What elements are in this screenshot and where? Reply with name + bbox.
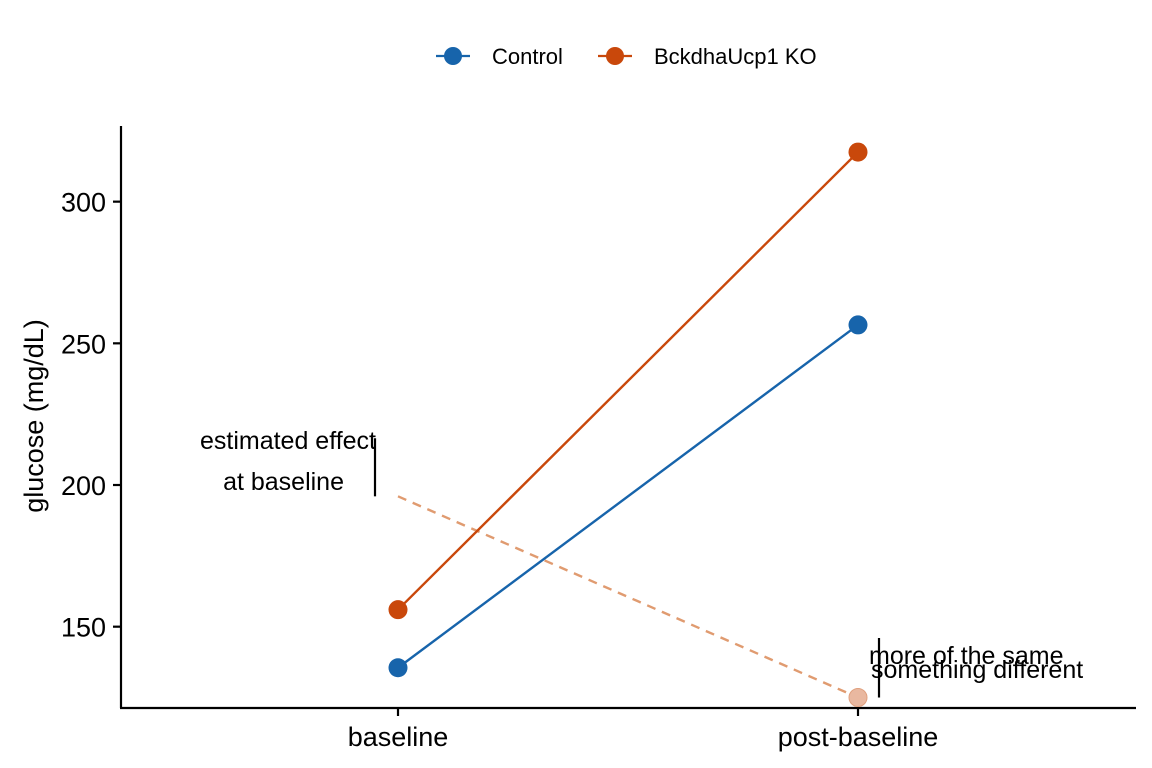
y-tick-label: 150 [61,613,106,643]
point-control-post-baseline [848,315,868,335]
series-line-control [397,323,859,669]
point-ko-baseline [388,600,408,620]
x-tick-label: baseline [348,722,449,752]
counterfactual-layer [397,495,868,708]
counterfactual-line [397,495,859,699]
legend-label-ko: BckdhaUcp1 KO [654,44,817,69]
annotation-more-of-the-same: more of the same [869,642,1064,670]
annotation-something-different: something different [871,656,1083,684]
x-tick-label: post-baseline [778,722,939,752]
counterfactual-point [848,688,868,708]
point-control-baseline [388,658,408,678]
legend-item-ko: BckdhaUcp1 KO [598,44,817,69]
x-ticks: baseline post-baseline [348,708,939,752]
point-ko-post-baseline [848,142,868,162]
legend: Control BckdhaUcp1 KO [436,44,817,69]
annotation-baseline-line-2: at baseline [223,468,344,496]
legend-marker-control [444,47,462,65]
y-axis-title: glucose (mg/dL) [19,319,49,513]
legend-marker-ko [606,47,624,65]
series-line-ko [397,151,859,611]
legend-label-control: Control [492,44,563,69]
y-tick-label: 200 [61,471,106,501]
annotation-layer: estimated effect at baseline more of the… [200,427,1083,698]
series-layer [388,142,868,678]
y-tick-label: 250 [61,329,106,359]
axes [119,126,1136,710]
legend-item-control: Control [436,44,563,69]
y-tick-label: 300 [61,188,106,218]
annotation-baseline-line-1: estimated effect [200,427,376,455]
y-ticks: 150 200 250 300 [61,188,121,643]
